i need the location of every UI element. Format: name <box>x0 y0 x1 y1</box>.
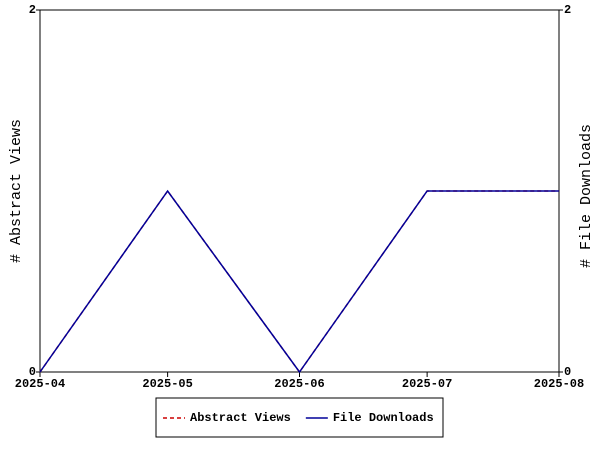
y2-tick-label: 0 <box>564 365 571 379</box>
legend-box <box>155 397 444 438</box>
x-tick-label: 2025-04 <box>15 377 65 391</box>
x-tick-label: 2025-05 <box>142 377 192 391</box>
y2-axis-title: # File Downloads <box>578 124 595 268</box>
y-tick-label: 0 <box>29 365 36 379</box>
legend-label: Abstract Views <box>190 411 291 425</box>
x-tick-label: 2025-07 <box>402 377 452 391</box>
series-line <box>39 189 559 374</box>
x-tick-label: 2025-06 <box>274 377 324 391</box>
y-tick-label: 2 <box>29 3 36 17</box>
y2-tick-label: 2 <box>564 3 571 17</box>
x-tick-label: 2025-08 <box>534 377 584 391</box>
legend-label: File Downloads <box>333 411 434 425</box>
y-axis-title: # Abstract Views <box>8 119 25 263</box>
series-line <box>39 189 559 374</box>
